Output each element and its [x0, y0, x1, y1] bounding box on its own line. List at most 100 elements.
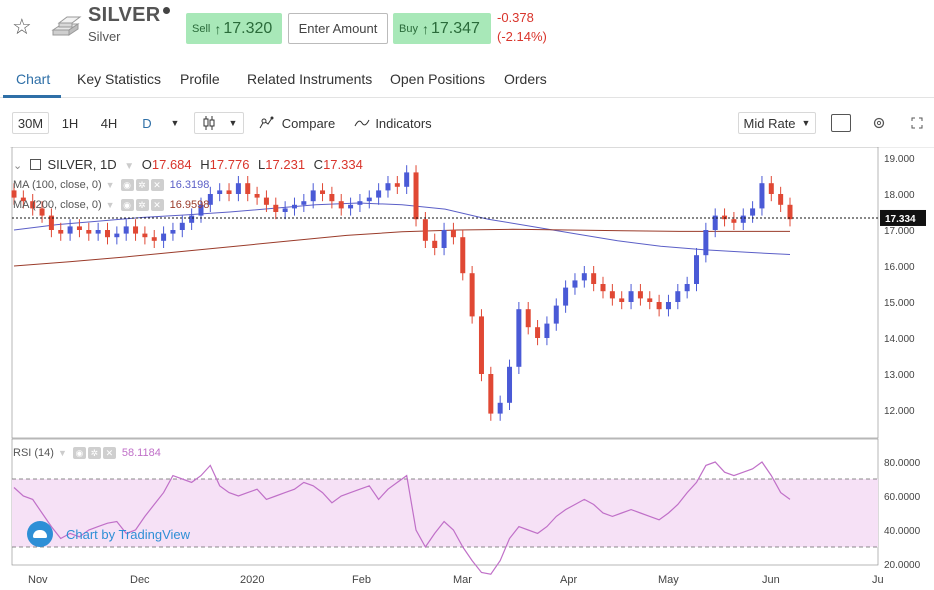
time-axis-tick: Apr: [560, 574, 577, 586]
close-icon[interactable]: ✕: [150, 179, 164, 191]
chart-area[interactable]: 19.000 18.000 17.000 16.000 15.000 14.000 13.0…: [10, 146, 934, 590]
rsi-line: [13, 461, 791, 575]
candle-body: [750, 208, 756, 216]
candle-body: [179, 222, 185, 230]
candle-body: [469, 273, 475, 317]
candle-body: [151, 237, 157, 241]
candle-body: [198, 204, 204, 216]
ma200-controls: ◉ ✲ ✕: [120, 199, 164, 211]
candle-body: [581, 273, 587, 281]
minimize-icon[interactable]: [29, 159, 41, 170]
candle-body: [684, 284, 690, 292]
indicators-label: Indicators: [375, 115, 432, 131]
candle-body: [563, 287, 569, 306]
buy-price: 17.347: [430, 19, 480, 37]
tab-key-statistics[interactable]: Key Statistics: [77, 71, 162, 87]
chevron-down-icon[interactable]: ▼: [105, 180, 115, 190]
tradingview-watermark[interactable]: Chart by TradingView: [27, 521, 190, 547]
candle-body: [525, 309, 531, 328]
interval-dropdown-chevron-icon[interactable]: ▼: [170, 118, 180, 128]
eye-icon[interactable]: ◉: [120, 179, 134, 191]
legend-close: 17.334: [323, 157, 363, 172]
legend-h-label: H: [200, 157, 210, 172]
time-axis-tick: Nov: [28, 574, 48, 586]
candle-body: [553, 305, 559, 324]
close-icon[interactable]: ✕: [150, 199, 164, 211]
fullscreen-toggle-checkbox[interactable]: [831, 114, 851, 132]
candle-body: [366, 197, 372, 202]
time-axis-tick: 2020: [240, 574, 264, 586]
legend-o-label: O: [141, 157, 152, 172]
time-axis-tick: May: [658, 574, 679, 586]
rsi-value: 58.1184: [121, 447, 161, 459]
eye-icon[interactable]: ◉: [120, 199, 134, 211]
candle-body: [58, 230, 64, 234]
chart-type-selector[interactable]: ▼: [194, 112, 244, 134]
close-icon[interactable]: ✕: [102, 447, 116, 459]
star-icon[interactable]: ☆: [12, 14, 32, 39]
chevron-down-icon: ▼: [801, 118, 811, 128]
time-axis-tick: Mar: [453, 574, 472, 586]
ma200-label: MA (200, close, 0): [13, 199, 102, 211]
candle-body: [291, 204, 297, 209]
amount-input[interactable]: Enter Amount: [288, 13, 388, 44]
legend-low: 17.231: [265, 157, 306, 172]
candle-body: [450, 230, 456, 238]
rsi-axis-tick: 20.0000: [884, 560, 921, 571]
rsi-axis-tick: 40.0000: [884, 526, 921, 537]
instrument-subtitle: Silver: [88, 29, 121, 44]
legend-c-label: C: [313, 157, 324, 172]
collapse-legend-icon[interactable]: ⌄: [13, 160, 23, 172]
gear-icon[interactable]: ✲: [87, 447, 101, 459]
gear-icon[interactable]: ✲: [135, 199, 149, 211]
interval-1h[interactable]: 1H: [61, 115, 79, 131]
indicators-button[interactable]: Indicators: [352, 112, 434, 134]
price-chart[interactable]: 19.000 18.000 17.000 16.000 15.000 14.000 13.0…: [10, 146, 934, 590]
candle-body: [656, 302, 662, 310]
candle-body: [320, 190, 326, 194]
expand-icon[interactable]: [907, 112, 927, 134]
rate-selector[interactable]: Mid Rate ▼: [738, 112, 816, 134]
tab-chart[interactable]: Chart: [16, 71, 51, 87]
compare-label: Compare: [281, 115, 336, 131]
candle-body: [768, 183, 774, 194]
chevron-down-icon[interactable]: ▼: [105, 200, 115, 210]
tab-open-positions[interactable]: Open Positions: [390, 71, 485, 87]
candle-body: [759, 183, 765, 209]
compare-button[interactable]: Compare: [257, 112, 337, 134]
candle-body: [348, 204, 354, 209]
tab-orders[interactable]: Orders: [504, 71, 547, 87]
sell-button[interactable]: Sell ↑ 17.320: [186, 13, 282, 44]
candle-body: [20, 197, 26, 202]
candle-body: [619, 298, 625, 302]
candle-body: [235, 183, 241, 194]
candle-body: [778, 194, 784, 205]
candle-body: [422, 219, 428, 241]
candle-body: [787, 204, 793, 220]
tab-profile[interactable]: Profile: [180, 71, 220, 87]
candle-body: [675, 291, 681, 302]
candle-body: [376, 190, 382, 198]
buy-button[interactable]: Buy ↑ 17.347: [393, 13, 491, 44]
eye-icon[interactable]: ◉: [72, 447, 86, 459]
candle-body: [460, 237, 466, 274]
candle-body: [394, 183, 400, 187]
gear-icon[interactable]: [869, 112, 889, 134]
chevron-down-icon[interactable]: ▼: [57, 448, 67, 458]
candle-body: [572, 280, 578, 288]
candle-body: [357, 201, 363, 205]
chevron-down-icon[interactable]: ▼: [124, 161, 135, 172]
gear-icon[interactable]: ✲: [135, 179, 149, 191]
ma100-value: 16.3198: [169, 179, 210, 191]
legend-symbol: SILVER, 1D: [47, 157, 117, 172]
interval-4h[interactable]: 4H: [100, 115, 118, 131]
rsi-axis-tick: 60.0000: [884, 492, 921, 503]
price-axis-tick: 17.000: [884, 226, 915, 237]
interval-30m[interactable]: 30M: [12, 112, 49, 134]
candle-body: [665, 302, 671, 310]
buy-label: Buy: [399, 22, 418, 35]
tab-related-instruments[interactable]: Related Instruments: [247, 71, 373, 87]
candle-body: [628, 291, 634, 302]
candle-body: [67, 226, 73, 234]
interval-d[interactable]: D: [142, 115, 152, 131]
